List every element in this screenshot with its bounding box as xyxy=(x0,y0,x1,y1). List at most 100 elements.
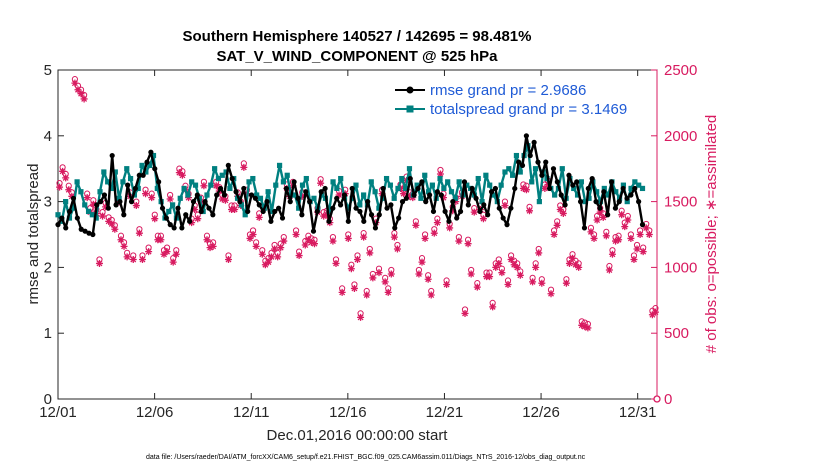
y-right-tick-label: 2000 xyxy=(664,128,697,145)
obs-point xyxy=(317,176,325,187)
series-point xyxy=(78,189,84,195)
series-point xyxy=(311,195,317,201)
obs-point xyxy=(424,272,432,283)
series-point xyxy=(639,222,646,228)
series-point xyxy=(154,185,160,192)
series-point xyxy=(554,179,560,185)
obs-point xyxy=(138,252,146,264)
obs-point xyxy=(332,256,340,267)
obs-point xyxy=(532,260,540,271)
series-point xyxy=(190,199,197,205)
series-point xyxy=(140,172,146,178)
series-point xyxy=(477,208,483,215)
series-point xyxy=(388,202,394,208)
obs-point xyxy=(384,285,392,296)
series-point xyxy=(559,166,565,172)
series-point xyxy=(287,199,293,205)
series-point xyxy=(132,185,139,192)
series-point xyxy=(345,218,351,224)
series-point xyxy=(156,179,162,185)
x-tick-labels: 12/01 12/06 12/11 12/16 12/21 12/26 12/31 xyxy=(39,404,656,421)
obs-point xyxy=(602,228,610,240)
series-point xyxy=(485,212,491,218)
series-point xyxy=(296,205,302,211)
series-point xyxy=(481,202,487,208)
series-point xyxy=(601,185,607,192)
series-point xyxy=(66,215,73,221)
obs-point xyxy=(535,245,543,257)
obs-point xyxy=(547,286,555,298)
series-point xyxy=(419,179,425,185)
obs-point-zero xyxy=(653,395,661,403)
series-point xyxy=(552,192,558,198)
x-tick-label: 12/16 xyxy=(329,404,367,421)
series-point xyxy=(265,189,271,195)
series-point xyxy=(67,208,73,215)
series-point xyxy=(93,215,99,221)
series-point xyxy=(144,159,150,165)
series-point xyxy=(257,195,264,201)
series-point xyxy=(221,192,228,198)
obs-point xyxy=(587,224,595,236)
obs-point xyxy=(135,226,143,237)
series-point xyxy=(639,185,646,192)
series-point xyxy=(403,195,409,201)
series-point xyxy=(601,189,607,195)
rmse-series xyxy=(55,133,646,238)
y-left-tick-label: 3 xyxy=(44,194,52,211)
series-point xyxy=(547,185,553,192)
series-point xyxy=(558,192,564,198)
obs-point xyxy=(486,269,494,281)
series-point xyxy=(166,208,172,215)
series-point xyxy=(147,162,153,169)
obs-point xyxy=(89,197,97,208)
series-point xyxy=(550,166,557,172)
series-point xyxy=(345,205,351,211)
series-point xyxy=(152,166,158,172)
series-point xyxy=(89,212,95,218)
x-tick-label: 12/31 xyxy=(619,404,657,421)
y-right-tick-label: 1500 xyxy=(664,194,697,211)
obs-point xyxy=(280,233,288,245)
series-point xyxy=(510,172,516,178)
series-point xyxy=(448,189,455,195)
series-point xyxy=(330,205,336,211)
series-point xyxy=(438,192,444,198)
series-point xyxy=(254,192,260,198)
series-point xyxy=(241,185,247,192)
chart-subtitle: SAT_V_WIND_COMPONENT @ 525 hPa xyxy=(216,48,498,65)
series-point xyxy=(109,152,115,159)
series-point xyxy=(395,185,401,192)
series-point xyxy=(179,225,185,231)
series-point xyxy=(464,182,470,188)
series-point xyxy=(59,215,65,221)
obs-point xyxy=(354,252,361,264)
series-point xyxy=(349,185,355,192)
series-point xyxy=(227,185,233,192)
series-point xyxy=(117,199,123,205)
series-point xyxy=(175,205,181,211)
series-point xyxy=(219,172,225,178)
obs-point xyxy=(581,319,589,331)
series-point xyxy=(299,182,306,188)
series-point xyxy=(90,231,96,238)
series-point xyxy=(242,212,248,218)
obs-point xyxy=(240,160,248,171)
series-point xyxy=(531,139,537,145)
series-point xyxy=(612,205,619,211)
obs-point xyxy=(169,255,177,266)
series-point xyxy=(384,205,390,211)
legend-box xyxy=(390,77,654,122)
series-point xyxy=(246,179,252,185)
series-point xyxy=(307,199,313,205)
x-tick-label: 12/01 xyxy=(39,404,77,421)
series-point xyxy=(120,179,126,185)
legend-spread-marker xyxy=(406,105,414,113)
obs-point xyxy=(529,274,537,286)
obs-point xyxy=(605,262,613,274)
obs-point xyxy=(295,248,303,260)
obs-point xyxy=(123,249,131,261)
series-point xyxy=(624,199,630,205)
series-point xyxy=(148,149,154,155)
series-point xyxy=(452,195,458,201)
